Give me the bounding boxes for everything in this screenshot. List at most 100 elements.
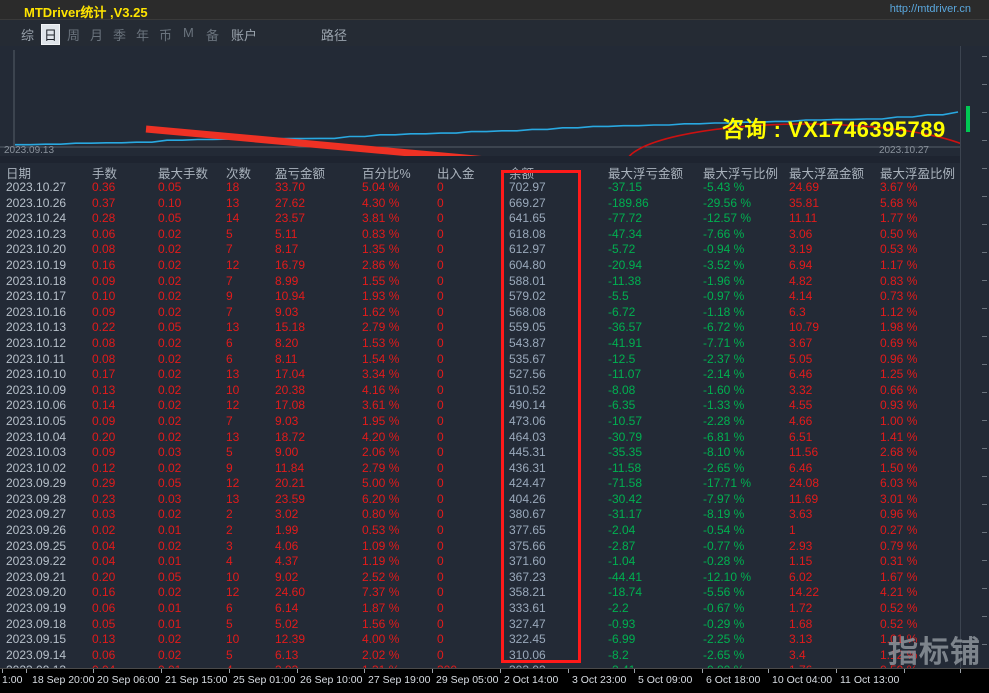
cell-pnl: 23.57 [275, 211, 306, 226]
column-header-max-floating-loss[interactable]: 最大浮亏金额 [608, 167, 684, 181]
table-row[interactable]: 2023.10.18 0.09 0.02 7 8.99 1.55 % 0 588.01 -11.… [0, 274, 960, 290]
cell-max-floating-loss: -6.99 [608, 632, 636, 647]
cell-balance: 367.23 [509, 569, 546, 584]
column-header-pnl[interactable]: 盈亏金额 [275, 167, 326, 181]
table-row[interactable]: 2023.10.12 0.08 0.02 6 8.20 1.53 % 0 543.87 -41.… [0, 336, 960, 352]
cell-max-floating-profit: 3.67 [789, 335, 813, 350]
table-row[interactable]: 2023.10.06 0.14 0.02 12 17.08 3.61 % 0 490.14 -6… [0, 398, 960, 414]
time-axis[interactable]: 1:00 18 Sep 20:00 20 Sep 06:00 21 Sep 15:00… [0, 668, 989, 693]
cell-lots: 0.04 [92, 554, 116, 569]
cell-max-floating-profit-pct: 0.52 % [880, 616, 918, 631]
column-header-lots[interactable]: 手数 [92, 167, 118, 181]
column-header-percent[interactable]: 百分比% [362, 167, 411, 181]
cell-deposit: 0 [437, 351, 444, 366]
cell-lots: 0.16 [92, 585, 116, 600]
equity-chart[interactable]: 2023.09.13 2023.10.27 [0, 46, 989, 156]
cell-lots: 0.20 [92, 429, 116, 444]
table-row[interactable]: 2023.09.27 0.03 0.02 2 3.02 0.80 % 0 380.67 -31.… [0, 507, 960, 523]
column-header-max-floating-profit[interactable]: 最大浮盈金额 [789, 167, 865, 181]
table-row[interactable]: 2023.09.26 0.02 0.01 2 1.99 0.53 % 0 377.65 -2.0… [0, 523, 960, 539]
table-row[interactable]: 2023.10.03 0.09 0.03 5 9.00 2.06 % 0 445.31 -35.… [0, 445, 960, 461]
cell-lots: 0.08 [92, 351, 116, 366]
cell-max-floating-loss: -30.42 [608, 491, 643, 506]
table-row[interactable]: 2023.10.02 0.12 0.02 9 11.84 2.79 % 0 436.31 -11… [0, 461, 960, 477]
cell-max-floating-profit: 5.05 [789, 351, 813, 366]
cell-max-floating-profit: 1.68 [789, 616, 813, 631]
cell-max-floating-profit-pct: 0.93 % [880, 398, 918, 413]
column-header-max-lots[interactable]: 最大手数 [158, 167, 209, 181]
time-axis-label-13: 11 Oct 13:00 [840, 674, 900, 686]
cell-balance: 618.08 [509, 226, 546, 241]
table-row[interactable]: 2023.09.22 0.04 0.01 4 4.37 1.19 % 0 371.60 -1.0… [0, 554, 960, 570]
cell-date: 2023.10.17 [6, 289, 67, 304]
table-row[interactable]: 2023.10.17 0.10 0.02 9 10.94 1.93 % 0 579.02 -5.… [0, 289, 960, 305]
table-row[interactable]: 2023.10.04 0.20 0.02 13 18.72 4.20 % 0 464.03 -3… [0, 430, 960, 446]
cell-max-floating-profit-pct: 0.73 % [880, 289, 918, 304]
table-row[interactable]: 2023.10.05 0.09 0.02 7 9.03 1.95 % 0 473.06 -10.… [0, 414, 960, 430]
table-row[interactable]: 2023.10.16 0.09 0.02 7 9.03 1.62 % 0 568.08 -6.7… [0, 305, 960, 321]
cell-deposit: 0 [437, 413, 444, 428]
table-row[interactable]: 2023.10.19 0.16 0.02 12 16.79 2.86 % 0 604.80 -2… [0, 258, 960, 274]
cell-max-floating-profit-pct: 1.25 % [880, 367, 918, 382]
table-row[interactable]: 2023.10.10 0.17 0.02 13 17.04 3.34 % 0 527.56 -1… [0, 367, 960, 383]
cell-deposit: 0 [437, 491, 444, 506]
cell-max-floating-profit: 4.82 [789, 273, 813, 288]
menu-item-3[interactable]: 月 [90, 28, 104, 43]
cell-count: 7 [226, 304, 233, 319]
table-row[interactable]: 2023.10.13 0.22 0.05 13 15.18 2.79 % 0 559.05 -3… [0, 320, 960, 336]
cell-lots: 0.20 [92, 569, 116, 584]
table-row[interactable]: 2023.10.09 0.13 0.02 10 20.38 4.16 % 0 510.52 -8… [0, 383, 960, 399]
cell-count: 12 [226, 585, 240, 600]
table-row[interactable]: 2023.09.18 0.05 0.01 5 5.02 1.56 % 0 327.47 -0.9… [0, 617, 960, 633]
menu-item-10[interactable]: 路径 [321, 28, 348, 43]
menu-item-5[interactable]: 年 [136, 28, 150, 43]
menu-item-8[interactable]: 备 [206, 28, 220, 43]
app-url-link[interactable]: http://mtdriver.cn [889, 3, 971, 15]
table-row[interactable]: 2023.09.21 0.20 0.05 10 9.02 2.52 % 0 367.23 -44… [0, 570, 960, 586]
menu-item-9[interactable]: 账户 [231, 28, 258, 43]
menu-item-4[interactable]: 季 [113, 28, 127, 43]
column-header-max-floating-profit-pct[interactable]: 最大浮盈比例 [880, 167, 956, 181]
table-row[interactable]: 2023.09.15 0.13 0.02 10 12.39 4.00 % 0 322.45 -6… [0, 632, 960, 648]
menu-item-7[interactable]: M [183, 25, 194, 40]
cell-percent: 5.04 % [362, 180, 400, 194]
column-header-count[interactable]: 次数 [226, 167, 252, 181]
table-row[interactable]: 2023.10.27 0.36 0.05 18 33.70 5.04 % 0 702.97 -3… [0, 180, 960, 196]
table-row[interactable]: 2023.09.20 0.16 0.02 12 24.60 7.37 % 0 358.21 -1… [0, 585, 960, 601]
cell-date: 2023.10.20 [6, 242, 67, 257]
cell-max-floating-loss: -8.08 [608, 382, 636, 397]
time-axis-tick [93, 669, 94, 673]
column-header-deposit[interactable]: 出入金 [437, 167, 475, 181]
cell-max-floating-profit: 14.22 [789, 585, 820, 600]
cell-max-floating-profit: 4.66 [789, 413, 813, 428]
cell-percent: 1.56 % [362, 616, 400, 631]
cell-max-lots: 0.02 [158, 429, 182, 444]
cell-max-lots: 0.05 [158, 476, 182, 491]
column-header-date[interactable]: 日期 [6, 167, 32, 181]
cell-max-floating-profit: 6.46 [789, 367, 813, 382]
table-row[interactable]: 2023.10.24 0.28 0.05 14 23.57 3.81 % 0 641.65 -7… [0, 211, 960, 227]
table-row[interactable]: 2023.09.19 0.06 0.01 6 6.14 1.87 % 0 333.61 -2.2… [0, 601, 960, 617]
menu-item-0[interactable]: 综 [21, 28, 35, 43]
table-row[interactable]: 2023.10.20 0.08 0.02 7 8.17 1.35 % 0 612.97 -5.7… [0, 242, 960, 258]
statistics-table[interactable]: 日期 手数 最大手数 次数 盈亏金额 百分比% 出入金 余额 最大浮亏金额 最大浮亏比例 最大浮盈金… [0, 163, 960, 693]
table-row[interactable]: 2023.09.29 0.29 0.05 12 20.21 5.00 % 0 424.47 -7… [0, 476, 960, 492]
cell-max-floating-loss: -6.35 [608, 398, 636, 413]
cell-pnl: 4.06 [275, 538, 299, 553]
table-row[interactable]: 2023.09.14 0.06 0.02 5 6.13 2.02 % 0 310.06 -8.2… [0, 648, 960, 664]
cell-max-floating-loss: -37.15 [608, 180, 643, 194]
cell-max-floating-loss-pct: -0.28 % [703, 554, 745, 569]
table-row[interactable]: 2023.10.26 0.37 0.10 13 27.62 4.30 % 0 669.27 -1… [0, 196, 960, 212]
menu-item-1[interactable]: 日 [41, 24, 61, 45]
menu-item-6[interactable]: 币 [159, 28, 173, 43]
cell-max-floating-profit: 3.4 [789, 647, 806, 662]
column-header-max-floating-loss-pct[interactable]: 最大浮亏比例 [703, 167, 779, 181]
table-row[interactable]: 2023.09.28 0.23 0.03 13 23.59 6.20 % 0 404.26 -3… [0, 492, 960, 508]
cell-percent: 3.81 % [362, 211, 400, 226]
time-axis-label-4: 25 Sep 01:00 [233, 674, 296, 686]
table-row[interactable]: 2023.09.25 0.04 0.02 3 4.06 1.09 % 0 375.66 -2.8… [0, 539, 960, 555]
menu-item-2[interactable]: 周 [67, 28, 81, 43]
cell-lots: 0.13 [92, 632, 116, 647]
table-row[interactable]: 2023.10.23 0.06 0.02 5 5.11 0.83 % 0 618.08 -47.… [0, 227, 960, 243]
table-row[interactable]: 2023.10.11 0.08 0.02 6 8.11 1.54 % 0 535.67 -12.… [0, 352, 960, 368]
